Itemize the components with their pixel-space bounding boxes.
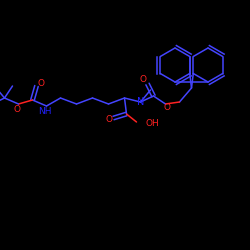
Text: NH: NH <box>38 106 51 116</box>
Text: N: N <box>137 97 144 107</box>
Text: O: O <box>13 104 20 114</box>
Text: O: O <box>105 114 112 124</box>
Text: O: O <box>163 104 170 112</box>
Text: OH: OH <box>146 118 159 128</box>
Text: O: O <box>38 78 45 88</box>
Text: O: O <box>139 76 146 84</box>
